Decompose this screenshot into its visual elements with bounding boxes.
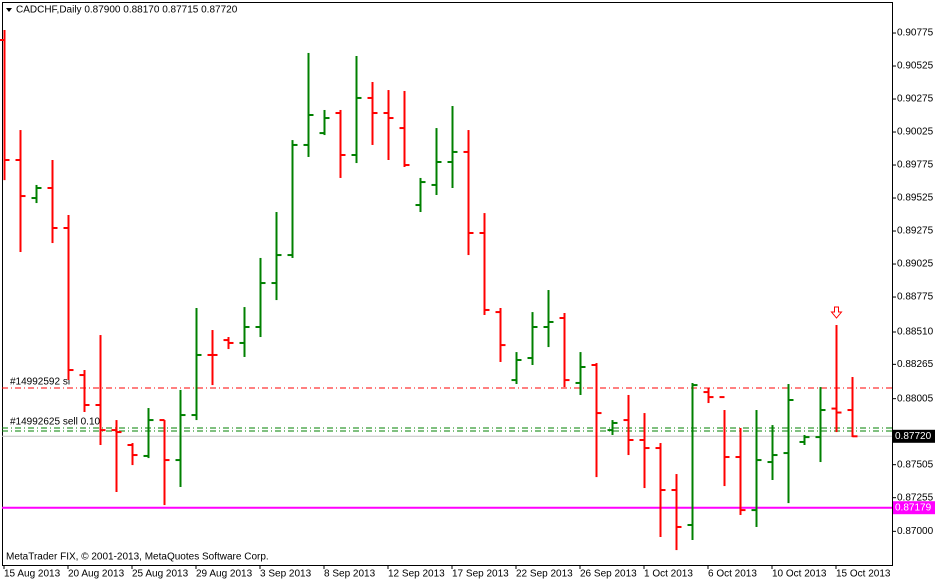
order-label: #14992592 sl bbox=[10, 377, 70, 388]
y-tick-label: 0.87505 bbox=[897, 459, 934, 470]
x-tick-label: 25 Aug 2013 bbox=[132, 569, 189, 580]
x-tick-label: 15 Aug 2013 bbox=[4, 569, 61, 580]
chart-title: CADCHF,Daily 0.87900 0.88170 0.87715 0.8… bbox=[16, 5, 238, 16]
price-box-label: 0.87720 bbox=[895, 431, 932, 442]
y-tick-label: 0.90775 bbox=[897, 28, 934, 39]
y-tick-label: 0.89025 bbox=[897, 259, 934, 270]
y-tick-label: 0.90525 bbox=[897, 61, 934, 72]
menu-triangle[interactable] bbox=[6, 8, 12, 12]
x-tick-label: 3 Sep 2013 bbox=[260, 569, 312, 580]
x-tick-label: 20 Aug 2013 bbox=[68, 569, 125, 580]
y-tick-label: 0.90025 bbox=[897, 127, 934, 138]
x-tick-label: 15 Oct 2013 bbox=[836, 569, 891, 580]
price-box bbox=[893, 429, 935, 443]
x-tick-label: 22 Sep 2013 bbox=[516, 569, 573, 580]
y-tick-label: 0.89275 bbox=[897, 226, 934, 237]
signal-arrow bbox=[830, 306, 843, 319]
y-tick-label: 0.89525 bbox=[897, 193, 934, 204]
x-tick-label: 10 Oct 2013 bbox=[772, 569, 827, 580]
price-box bbox=[893, 501, 935, 515]
x-tick-label: 1 Oct 2013 bbox=[644, 569, 693, 580]
plot-frame bbox=[2, 2, 893, 566]
y-tick-label: 0.90275 bbox=[897, 94, 934, 105]
price-box-label: 0.87179 bbox=[895, 502, 932, 513]
x-tick-label: 8 Sep 2013 bbox=[324, 569, 376, 580]
y-tick-label: 0.87000 bbox=[897, 526, 934, 537]
y-tick-label: 0.88265 bbox=[897, 359, 934, 370]
x-tick-label: 17 Sep 2013 bbox=[452, 569, 509, 580]
order-label: #14992625 sell 0.10 bbox=[10, 417, 101, 428]
y-tick-label: 0.88005 bbox=[897, 393, 934, 404]
footer: MetaTrader FIX, © 2001-2013, MetaQuotes … bbox=[6, 552, 269, 563]
x-tick-label: 6 Oct 2013 bbox=[708, 569, 757, 580]
y-tick-label: 0.87255 bbox=[897, 492, 934, 503]
y-tick-label: 0.88775 bbox=[897, 292, 934, 303]
x-tick-label: 12 Sep 2013 bbox=[388, 569, 445, 580]
y-tick-label: 0.88510 bbox=[897, 327, 934, 338]
y-tick-label: 0.89775 bbox=[897, 160, 934, 171]
x-tick-label: 26 Sep 2013 bbox=[580, 569, 637, 580]
x-tick-label: 29 Aug 2013 bbox=[196, 569, 253, 580]
